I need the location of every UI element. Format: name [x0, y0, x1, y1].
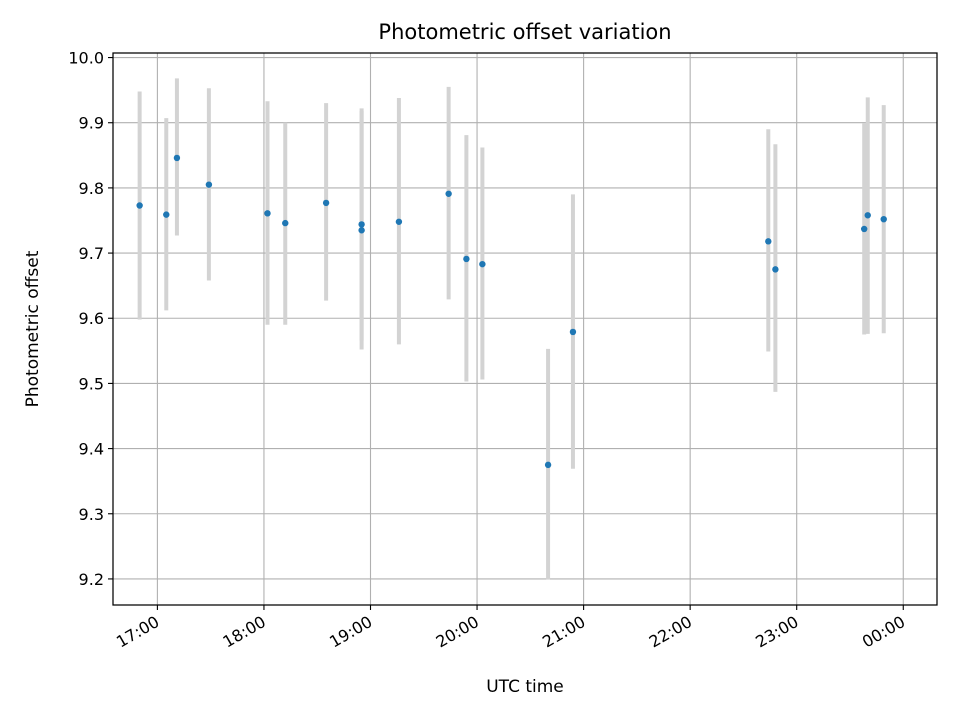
y-tick-label: 9.6: [79, 309, 104, 328]
y-tick-label: 9.9: [79, 114, 104, 133]
data-point: [163, 211, 170, 218]
data-point: [358, 227, 365, 234]
y-tick-layer: 9.2 9.3 9.4 9.5 9.6 9.7 9.8 9.9 10.0: [68, 49, 113, 589]
data-point: [860, 225, 868, 233]
plot-frame: [112, 52, 938, 606]
data-point: [395, 218, 403, 225]
data-point: [479, 260, 486, 268]
x-axis-label: UTC time: [486, 677, 564, 697]
y-tick-label: 9.7: [79, 244, 104, 263]
y-tick-label: 9.4: [79, 440, 104, 459]
data-point: [880, 215, 887, 223]
y-tick-label: 9.3: [79, 505, 104, 524]
chart-title: Photometric offset variation: [378, 20, 671, 44]
y-tick-label: 9.2: [79, 570, 104, 589]
data-point: [136, 202, 143, 209]
data-point: [282, 219, 289, 227]
point-layer: [136, 154, 887, 469]
data-point: [569, 328, 577, 336]
data-point: [765, 238, 772, 245]
y-tick-label: 10.0: [68, 49, 104, 68]
data-point: [205, 181, 213, 188]
grid-layer: [113, 53, 937, 605]
data-point: [463, 255, 470, 263]
data-point: [864, 212, 871, 219]
data-point: [445, 190, 452, 197]
data-point: [173, 154, 181, 162]
data-point: [544, 461, 552, 469]
y-tick-label: 9.5: [79, 374, 104, 393]
y-tick-label: 9.8: [79, 179, 104, 198]
data-point: [772, 266, 779, 273]
data-point: [322, 199, 330, 207]
data-point: [264, 210, 271, 217]
y-axis-label: Photometric offset: [23, 250, 43, 407]
data-point: [358, 221, 365, 228]
